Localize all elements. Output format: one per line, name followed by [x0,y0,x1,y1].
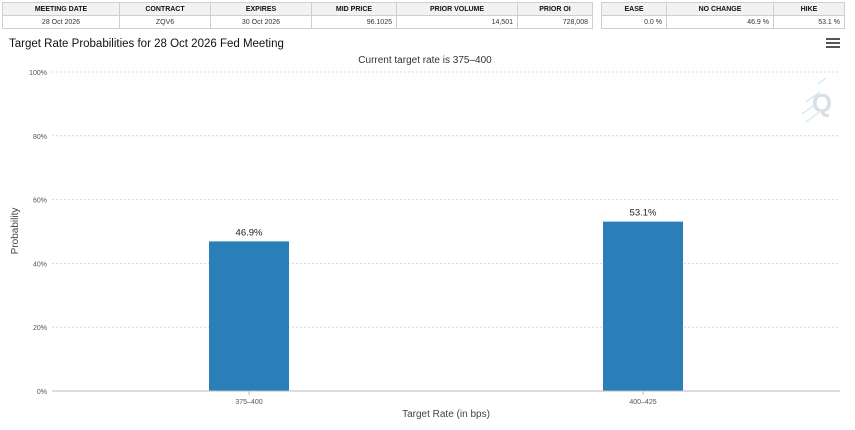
y-tick-label: 0% [37,389,47,396]
cell-expires: 30 Oct 2026 [210,15,312,29]
x-tick-label: 375–400 [235,399,262,406]
y-tick-label: 60% [33,198,47,205]
grid-lines [52,71,840,328]
bar [603,221,683,391]
y-tick-label: 40% [33,261,47,268]
header-meeting-date: MEETING DATE [2,2,120,16]
cell-hike: 53.1 % [773,15,845,29]
header-hike: HIKE [773,2,845,16]
probability-summary-table: EASE NO CHANGE HIKE 0.0 % 46.9 % 53.1 % [601,2,845,29]
bars: 46.9% 53.1% [209,208,683,391]
y-tick-label: 100% [29,70,47,77]
y-tick-label: 80% [33,134,47,141]
header-contract: CONTRACT [119,2,211,16]
meeting-info-table: MEETING DATE CONTRACT EXPIRES MID PRICE … [2,2,593,29]
hamburger-menu-icon[interactable] [826,38,840,50]
chart-title: Target Rate Probabilities for 28 Oct 202… [9,38,284,50]
cell-prior-volume: 14,501 [396,15,518,29]
q-logo-icon: Q [801,77,832,123]
header-prior-oi: PRIOR OI [517,2,593,16]
y-axis-label: Probability [10,208,21,255]
y-axis-ticks: 0% 20% 40% 60% 80% 100% [29,70,47,396]
x-tick-label: 400–425 [629,399,656,406]
cell-contract: ZQV6 [119,15,211,29]
cell-mid-price: 96.1025 [311,15,397,29]
bar [209,241,289,391]
data-label: 53.1% [630,208,657,219]
y-tick-label: 20% [33,325,47,332]
cell-prior-oi: 728,008 [517,15,593,29]
chart-subtitle: Current target rate is 375–400 [358,55,492,66]
data-label: 46.9% [236,227,263,238]
x-axis-ticks: 375–400 400–425 [235,391,657,406]
header-ease: EASE [601,2,667,16]
header-prior-volume: PRIOR VOLUME [396,2,518,16]
svg-text:Q: Q [812,88,832,118]
x-axis-label: Target Rate (in bps) [402,409,490,420]
